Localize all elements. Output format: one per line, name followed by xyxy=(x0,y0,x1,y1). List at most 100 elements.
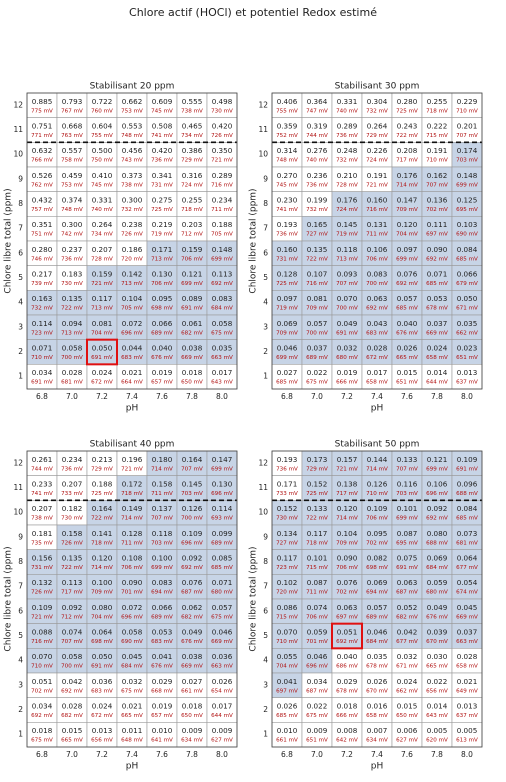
redox-value: 642 mV xyxy=(336,738,358,744)
cell xyxy=(361,722,393,748)
redox-value: 744 mV xyxy=(31,466,53,472)
y-tick-label: 12 xyxy=(258,458,268,467)
cell xyxy=(86,117,118,143)
hocl-value: 0.021 xyxy=(122,702,143,711)
hocl-value: 0.035 xyxy=(457,319,478,328)
y-tick-label: 9 xyxy=(18,532,23,541)
x-tick-label: 7.2 xyxy=(96,750,108,759)
cell xyxy=(361,697,393,723)
redox-value: 670 mV xyxy=(426,639,448,645)
hocl-value: 0.101 xyxy=(397,504,418,513)
redox-value: 669 mV xyxy=(181,664,203,670)
hocl-value: 0.009 xyxy=(182,726,203,735)
hocl-value: 0.005 xyxy=(427,726,448,735)
redox-value: 725 mV xyxy=(276,281,298,287)
redox-value: 656 mV xyxy=(426,688,448,694)
redox-value: 716 mV xyxy=(306,281,328,287)
cell xyxy=(271,191,303,217)
hocl-value: 0.092 xyxy=(62,603,83,612)
redox-value: 713 mV xyxy=(61,330,83,336)
redox-value: 627 mV xyxy=(396,738,418,744)
y-axis-label: Chlore libre total (ppm) xyxy=(4,546,14,651)
redox-value: 702 mV xyxy=(336,590,358,596)
y-tick-label: 7 xyxy=(263,224,268,233)
redox-value: 670 mV xyxy=(366,688,388,694)
hocl-value: 0.632 xyxy=(32,146,53,155)
cell xyxy=(331,598,363,624)
hocl-value: 0.049 xyxy=(337,319,358,328)
hocl-value: 0.270 xyxy=(277,171,298,180)
redox-value: 697 mV xyxy=(276,688,298,694)
cell xyxy=(271,672,303,698)
cell xyxy=(391,216,423,242)
cell xyxy=(451,339,483,365)
hocl-value: 0.051 xyxy=(32,677,53,686)
cell xyxy=(116,314,148,340)
redox-value: 698 mV xyxy=(151,306,173,312)
hocl-value: 0.015 xyxy=(62,726,83,735)
hocl-value: 0.083 xyxy=(367,270,388,279)
hocl-value: 0.038 xyxy=(182,344,203,353)
hocl-value: 0.082 xyxy=(367,554,388,563)
redox-value: 755 mV xyxy=(276,108,298,114)
hocl-value: 0.152 xyxy=(307,480,328,489)
redox-value: 696 mV xyxy=(121,614,143,620)
cell xyxy=(421,290,453,316)
cell xyxy=(176,450,208,476)
hocl-value: 0.280 xyxy=(397,97,418,106)
cell xyxy=(361,166,393,192)
redox-value: 648 mV xyxy=(121,738,143,744)
redox-value: 731 mV xyxy=(276,256,298,262)
redox-value: 722 mV xyxy=(396,133,418,139)
hocl-value: 0.087 xyxy=(307,578,328,587)
hocl-value: 0.120 xyxy=(337,504,358,513)
hocl-value: 0.046 xyxy=(367,628,388,637)
cell xyxy=(206,598,238,624)
redox-value: 745 mV xyxy=(276,182,298,188)
hocl-value: 0.350 xyxy=(212,146,233,155)
cell xyxy=(206,240,238,266)
cell xyxy=(331,524,363,550)
hocl-value: 0.406 xyxy=(277,97,298,106)
redox-value: 700 mV xyxy=(306,330,328,336)
y-tick-label: 5 xyxy=(263,273,268,282)
hocl-value: 0.066 xyxy=(152,603,173,612)
redox-value: 663 mV xyxy=(211,355,233,361)
cell xyxy=(301,648,333,674)
hocl-value: 0.090 xyxy=(122,578,143,587)
redox-value: 676 mV xyxy=(151,355,173,361)
x-tick-label: 7.8 xyxy=(186,392,198,401)
redox-value: 637 mV xyxy=(456,713,478,719)
redox-value: 757 mV xyxy=(31,207,53,213)
cell xyxy=(331,166,363,192)
cell xyxy=(361,290,393,316)
cell xyxy=(206,117,238,143)
redox-value: 669 mV xyxy=(456,614,478,620)
cell xyxy=(116,364,148,390)
x-tick-label: 7.6 xyxy=(401,750,413,759)
hocl-value: 0.234 xyxy=(212,196,233,205)
redox-value: 679 mV xyxy=(456,281,478,287)
hocl-value: 0.053 xyxy=(152,628,173,637)
hocl-value: 0.013 xyxy=(457,702,478,711)
hocl-value: 0.017 xyxy=(212,368,233,377)
redox-value: 699 mV xyxy=(426,466,448,472)
redox-value: 706 mV xyxy=(181,256,203,262)
redox-value: 711 mV xyxy=(306,590,328,596)
redox-value: 684 mV xyxy=(366,639,388,645)
cell xyxy=(56,216,88,242)
redox-value: 669 mV xyxy=(426,330,448,336)
hocl-value: 0.034 xyxy=(32,702,53,711)
redox-value: 675 mV xyxy=(306,713,328,719)
hocl-value: 0.072 xyxy=(122,319,143,328)
hocl-value: 0.213 xyxy=(92,455,113,464)
hocl-value: 0.174 xyxy=(457,146,478,155)
hocl-value: 0.182 xyxy=(62,504,83,513)
cell xyxy=(421,672,453,698)
redox-value: 692 mV xyxy=(426,516,448,522)
hocl-value: 0.300 xyxy=(122,196,143,205)
hocl-value: 0.017 xyxy=(367,368,388,377)
redox-value: 706 mV xyxy=(366,516,388,522)
redox-value: 738 mV xyxy=(121,182,143,188)
hocl-value: 0.226 xyxy=(367,146,388,155)
